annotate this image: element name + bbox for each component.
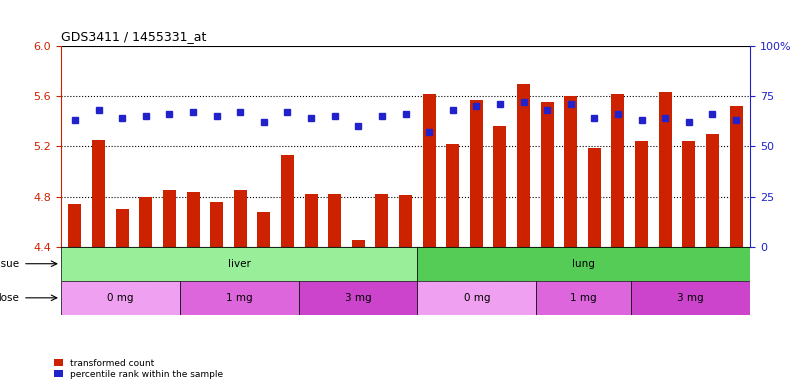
Bar — [470, 100, 483, 247]
Bar — [541, 103, 554, 247]
Text: 3 mg: 3 mg — [345, 293, 371, 303]
Text: lung: lung — [573, 259, 595, 269]
Bar — [659, 93, 672, 247]
Bar — [493, 126, 506, 247]
Bar — [139, 197, 152, 247]
Bar — [418, 247, 750, 281]
Bar — [68, 204, 81, 247]
Text: dose: dose — [0, 293, 19, 303]
Bar — [234, 190, 247, 247]
Bar — [257, 212, 270, 247]
Text: 1 mg: 1 mg — [225, 293, 252, 303]
Text: GDS3411 / 1455331_at: GDS3411 / 1455331_at — [61, 30, 206, 43]
Bar — [730, 106, 743, 247]
Bar — [61, 281, 180, 315]
Bar — [281, 155, 294, 247]
Bar — [588, 147, 601, 247]
Text: 0 mg: 0 mg — [464, 293, 490, 303]
Bar — [423, 94, 436, 247]
Bar — [328, 194, 341, 247]
Bar — [305, 194, 318, 247]
Bar — [61, 247, 418, 281]
Bar — [180, 281, 298, 315]
Bar — [564, 96, 577, 247]
Bar — [399, 195, 412, 247]
Bar — [631, 281, 750, 315]
Bar — [418, 281, 536, 315]
Text: 3 mg: 3 mg — [677, 293, 704, 303]
Text: tissue: tissue — [0, 259, 19, 269]
Bar — [682, 141, 695, 247]
Bar — [635, 141, 648, 247]
Bar — [210, 202, 223, 247]
Bar — [163, 190, 176, 247]
Text: 0 mg: 0 mg — [107, 293, 134, 303]
Bar — [375, 194, 388, 247]
Bar — [517, 84, 530, 247]
Bar — [298, 281, 418, 315]
Bar — [536, 281, 631, 315]
Bar — [611, 94, 624, 247]
Bar — [187, 192, 200, 247]
Bar — [446, 144, 459, 247]
Legend: transformed count, percentile rank within the sample: transformed count, percentile rank withi… — [54, 358, 225, 379]
Text: liver: liver — [228, 259, 251, 269]
Bar — [92, 140, 105, 247]
Text: 1 mg: 1 mg — [570, 293, 597, 303]
Bar — [706, 134, 719, 247]
Bar — [116, 209, 129, 247]
Bar — [352, 240, 365, 247]
